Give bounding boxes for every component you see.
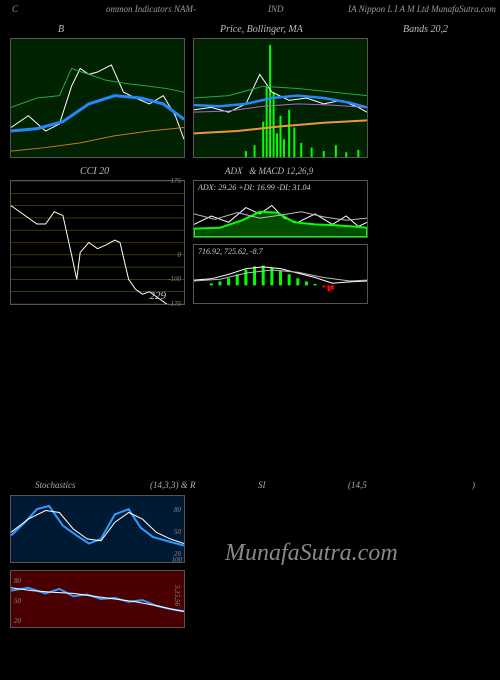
- macd-panel: 716.92, 725.62, -8.7: [193, 244, 368, 304]
- title-bands: Bands 20,2: [403, 24, 448, 35]
- stoch-tick: 80: [14, 577, 21, 585]
- macd-label: 716.92, 725.62, -8.7: [198, 247, 263, 256]
- hdr-right: IA Nippon L I A M Ltd MunafaSutra.com: [348, 4, 496, 14]
- stoch-red-label: 5,15,56: [173, 585, 181, 606]
- title-cci: CCI 20: [80, 166, 109, 177]
- stoch-tick: 100: [172, 556, 183, 564]
- cci-tick: 0: [178, 251, 182, 259]
- lbl-n1: (14,3,3) & R: [150, 480, 196, 490]
- cci-panel: 175 0 -100 -175229: [10, 180, 185, 305]
- title-adx-macd: ADX & MACD 12,26,9: [225, 166, 313, 176]
- price-ma-panel: [193, 38, 368, 158]
- hdr-c: C: [12, 4, 18, 14]
- watermark: MunafaSutra.com: [225, 540, 398, 567]
- bollinger-panel: [10, 38, 185, 158]
- title-price: Price, Bollinger, MA: [220, 24, 303, 35]
- stoch-tick: 50: [14, 597, 21, 605]
- hdr-ind: IND: [268, 4, 284, 14]
- stoch-tick: 20: [14, 617, 21, 625]
- lbl-paren: ): [472, 480, 475, 490]
- hdr-mid: ommon Indicators NAM-: [106, 4, 196, 14]
- stoch-tick: 80: [174, 506, 181, 514]
- cci-tick: -175: [168, 300, 181, 308]
- cci-tick: 175: [171, 177, 182, 185]
- cci-final-value: 229: [150, 290, 167, 302]
- adx-label: ADX: 29.26 +DI: 16.99 -DI: 31.04: [198, 183, 311, 192]
- title-b: B: [58, 24, 64, 35]
- lbl-n2: (14,5: [348, 480, 367, 490]
- stoch-blue-panel: 805020100: [10, 495, 185, 563]
- stoch-tick: 50: [174, 528, 181, 536]
- stoch-red-panel: 5,15,56 80 50 20: [10, 570, 185, 628]
- lbl-si: SI: [258, 480, 266, 490]
- cci-tick: -100: [168, 275, 181, 283]
- lbl-stoch: Stochastics: [35, 480, 76, 490]
- adx-panel: ADX: 29.26 +DI: 16.99 -DI: 31.04: [193, 180, 368, 238]
